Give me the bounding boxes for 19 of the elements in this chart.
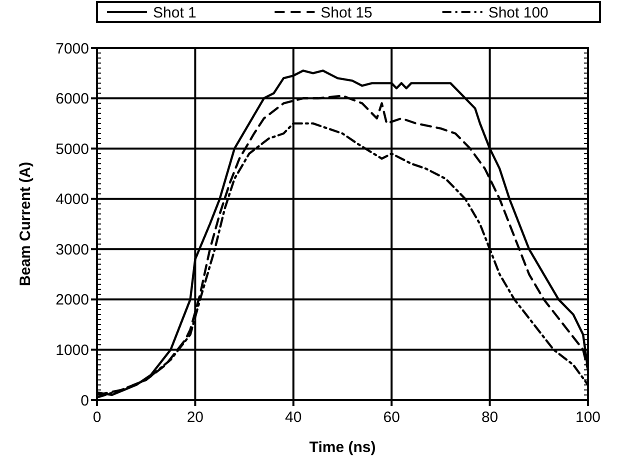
y-tick-label: 4000 bbox=[56, 191, 89, 208]
x-tick-label: 20 bbox=[186, 409, 204, 426]
y-axis-title: Beam Current (A) bbox=[17, 162, 34, 286]
x-axis-title: Time (ns) bbox=[309, 439, 376, 456]
legend-label: Shot 1 bbox=[153, 4, 196, 22]
y-tick-label: 6000 bbox=[56, 90, 89, 108]
y-tick-label: 7000 bbox=[56, 40, 89, 58]
y-tick-label: 2000 bbox=[56, 292, 89, 309]
x-tick-label: 0 bbox=[92, 409, 102, 426]
y-tick-label: 3000 bbox=[56, 241, 89, 258]
x-tick-label: 40 bbox=[285, 409, 302, 426]
legend-label: Shot 100 bbox=[488, 4, 548, 22]
y-tick-label: 5000 bbox=[56, 140, 89, 158]
x-tick-label: 80 bbox=[481, 409, 498, 426]
x-tick-label: 100 bbox=[575, 409, 601, 426]
x-tick-label: 60 bbox=[383, 409, 400, 426]
legend-label: Shot 15 bbox=[320, 4, 372, 22]
y-tick-label: 0 bbox=[80, 392, 89, 410]
y-tick-label: 1000 bbox=[56, 342, 89, 359]
